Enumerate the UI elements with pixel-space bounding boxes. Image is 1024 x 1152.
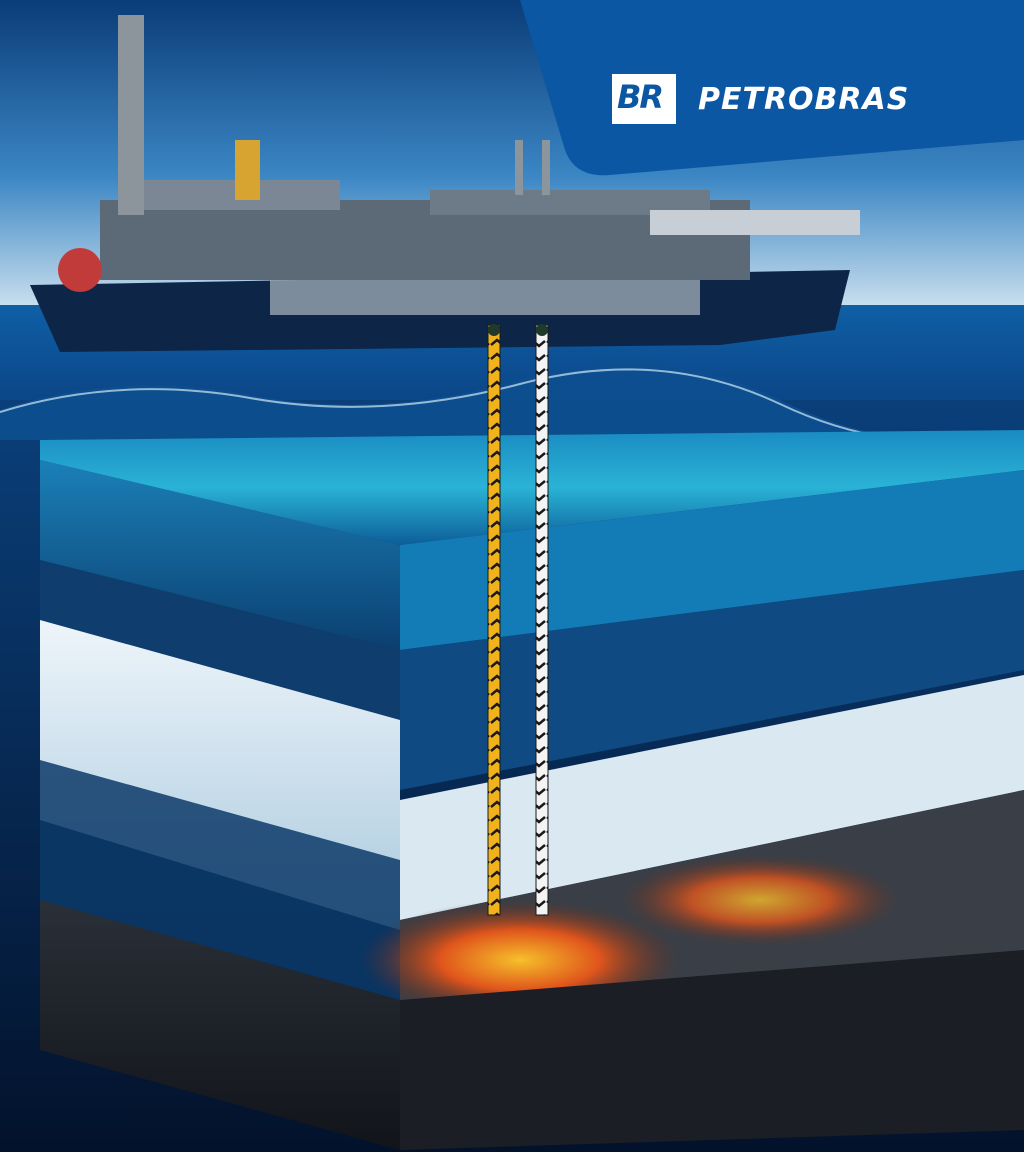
brand-tab-shape [520,0,1024,176]
logo-mark: BR [617,78,664,116]
br-logo-icon: BR [612,68,676,130]
brand-name: PETROBRAS [698,82,910,117]
